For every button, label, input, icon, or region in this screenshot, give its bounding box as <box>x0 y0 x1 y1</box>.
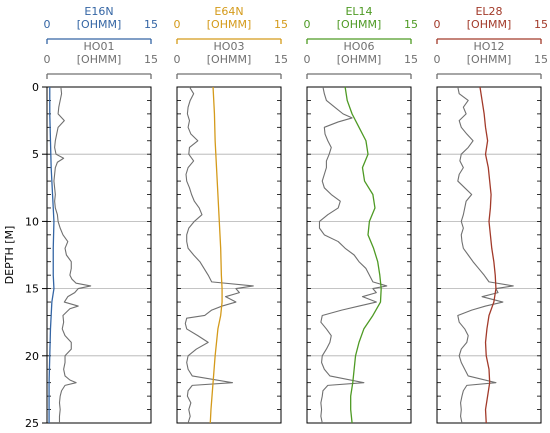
top-scale-unit: [OHMM] <box>337 18 382 31</box>
depth-axis: 0 5 10 15 20 25 DEPTH [M] <box>3 81 47 430</box>
top-scale-series-name: EL28 <box>475 5 502 18</box>
series-line-e64n <box>209 86 223 424</box>
bottom-scale-tick-label-min: 0 <box>174 53 181 66</box>
series-line-ho06 <box>318 86 388 424</box>
bottom-scale-series-name: HO01 <box>84 40 115 53</box>
bottom-scale-tick-label-max: 15 <box>534 53 548 66</box>
top-scale-unit: [OHMM] <box>207 18 252 31</box>
series-line-e16n <box>48 87 55 423</box>
top-scale-tick-label-max: 15 <box>404 18 418 31</box>
depth-tick-label: 5 <box>32 148 39 161</box>
top-scale-tick-label-max: 15 <box>274 18 288 31</box>
series-line-ho12 <box>457 86 514 424</box>
bottom-scale-series-name: HO06 <box>344 40 375 53</box>
depth-tick-label: 0 <box>32 81 39 94</box>
bottom-scale-series-name: HO03 <box>214 40 245 53</box>
bottom-scale-tick-label-max: 15 <box>274 53 288 66</box>
panel-frame <box>306 86 412 424</box>
top-scale-tick-label-max: 15 <box>144 18 158 31</box>
series-line-ho01 <box>53 86 92 423</box>
series-line-el28 <box>479 86 497 424</box>
bottom-scale-tick-label-max: 15 <box>404 53 418 66</box>
top-scale-tick-label-min: 0 <box>434 18 441 31</box>
depth-axis-label: DEPTH [M] <box>3 226 16 285</box>
top-scale-series-name: E64N <box>214 5 243 18</box>
depth-tick-label: 15 <box>25 283 39 296</box>
top-scale-tick-label-max: 15 <box>534 18 548 31</box>
series-line-el14 <box>344 86 382 424</box>
depth-tick-label: 20 <box>25 350 39 363</box>
bottom-scale-tick-label-min: 0 <box>44 53 51 66</box>
top-scale-series-name: E16N <box>84 5 113 18</box>
series-line-ho03 <box>184 86 254 424</box>
bottom-scale-unit: [OHMM] <box>207 53 252 66</box>
bottom-scale-series-name: HO12 <box>474 40 505 53</box>
bottom-scale-tick-label-max: 15 <box>144 53 158 66</box>
top-scale-series-name: EL14 <box>345 5 372 18</box>
bottom-scale-tick-label-min: 0 <box>434 53 441 66</box>
top-scale-unit: [OHMM] <box>77 18 122 31</box>
panel-frame <box>176 86 282 424</box>
bottom-scale-unit: [OHMM] <box>337 53 382 66</box>
top-scale-tick-label-min: 0 <box>44 18 51 31</box>
top-scale-tick-label-min: 0 <box>174 18 181 31</box>
top-scale-unit: [OHMM] <box>467 18 512 31</box>
bottom-scale-unit: [OHMM] <box>467 53 512 66</box>
bottom-scale-tick-label-min: 0 <box>304 53 311 66</box>
bottom-scale-unit: [OHMM] <box>77 53 122 66</box>
panel-frame <box>46 86 152 424</box>
top-scale-tick-label-min: 0 <box>304 18 311 31</box>
depth-tick-label: 10 <box>25 215 39 228</box>
depth-tick-label: 25 <box>25 417 39 430</box>
panel-frame <box>436 86 542 424</box>
